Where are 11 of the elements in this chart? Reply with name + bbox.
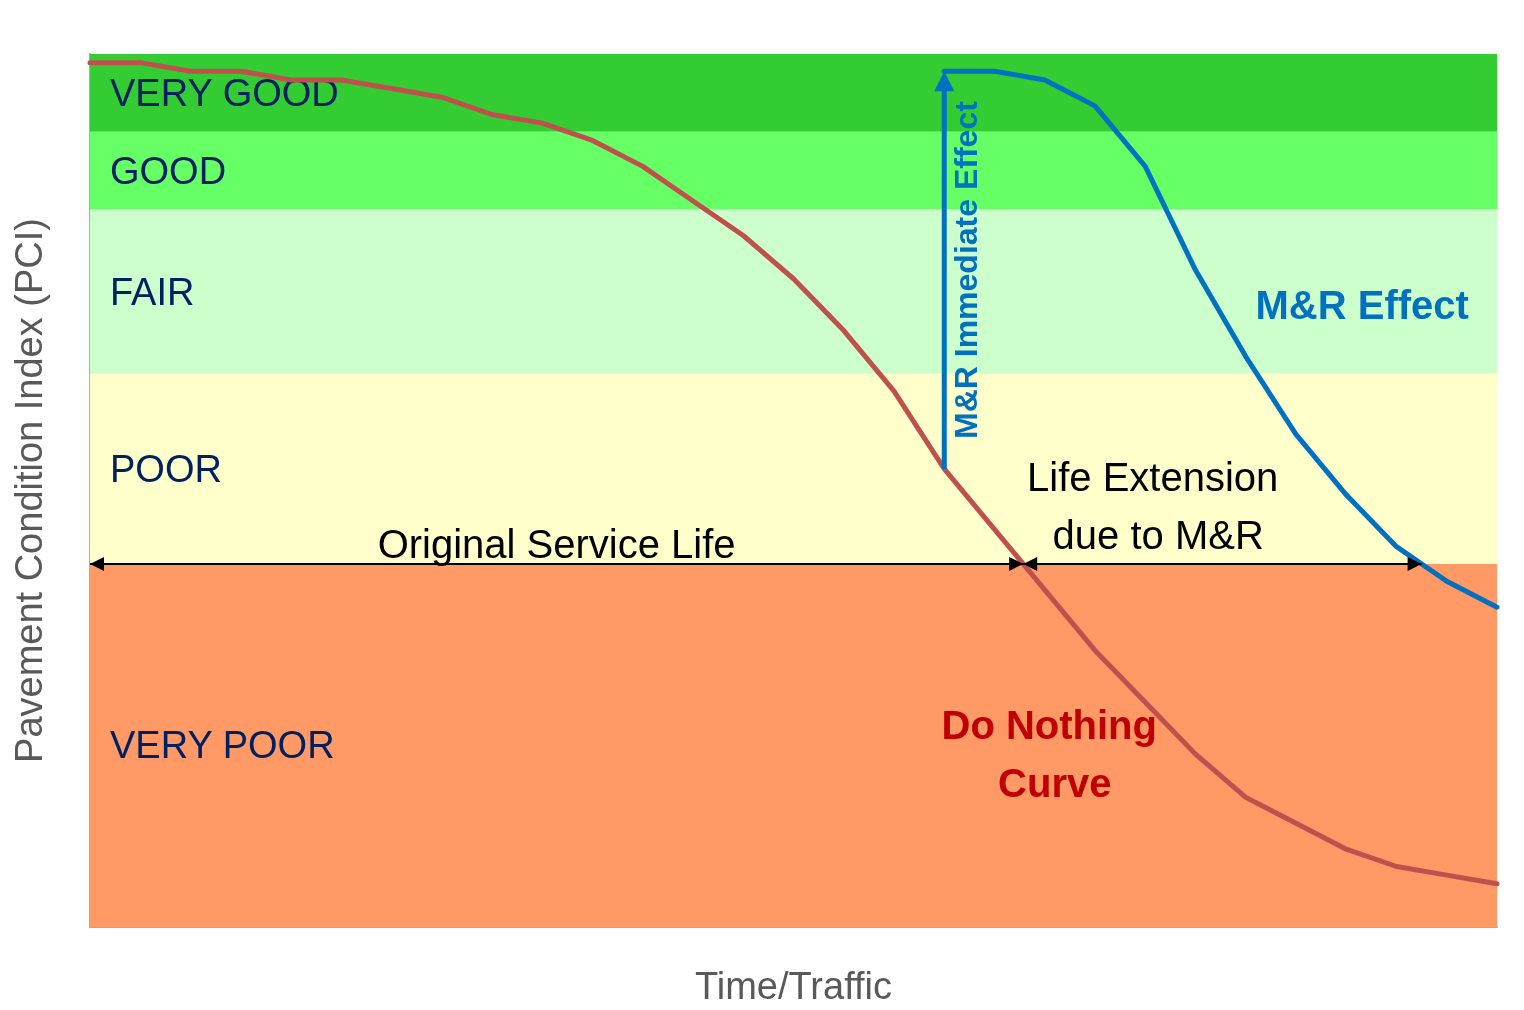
- annotation: Original Service Life: [377, 521, 736, 566]
- x-axis-title: Time/Traffic: [694, 965, 893, 1007]
- band-label: GOOD: [110, 149, 227, 192]
- y-axis-title: Pavement Condition Index (PCI): [8, 218, 50, 763]
- band-label: VERY POOR: [110, 724, 335, 767]
- band-label: POOR: [110, 447, 222, 490]
- series-label: Do Nothing Curve: [941, 703, 1169, 806]
- annotation: Life Extension due to M&R: [1027, 454, 1290, 557]
- series-label: M&R Effect: [1255, 282, 1469, 327]
- annotation: M&R Immediate Effect: [948, 100, 985, 440]
- band-label: FAIR: [110, 270, 195, 313]
